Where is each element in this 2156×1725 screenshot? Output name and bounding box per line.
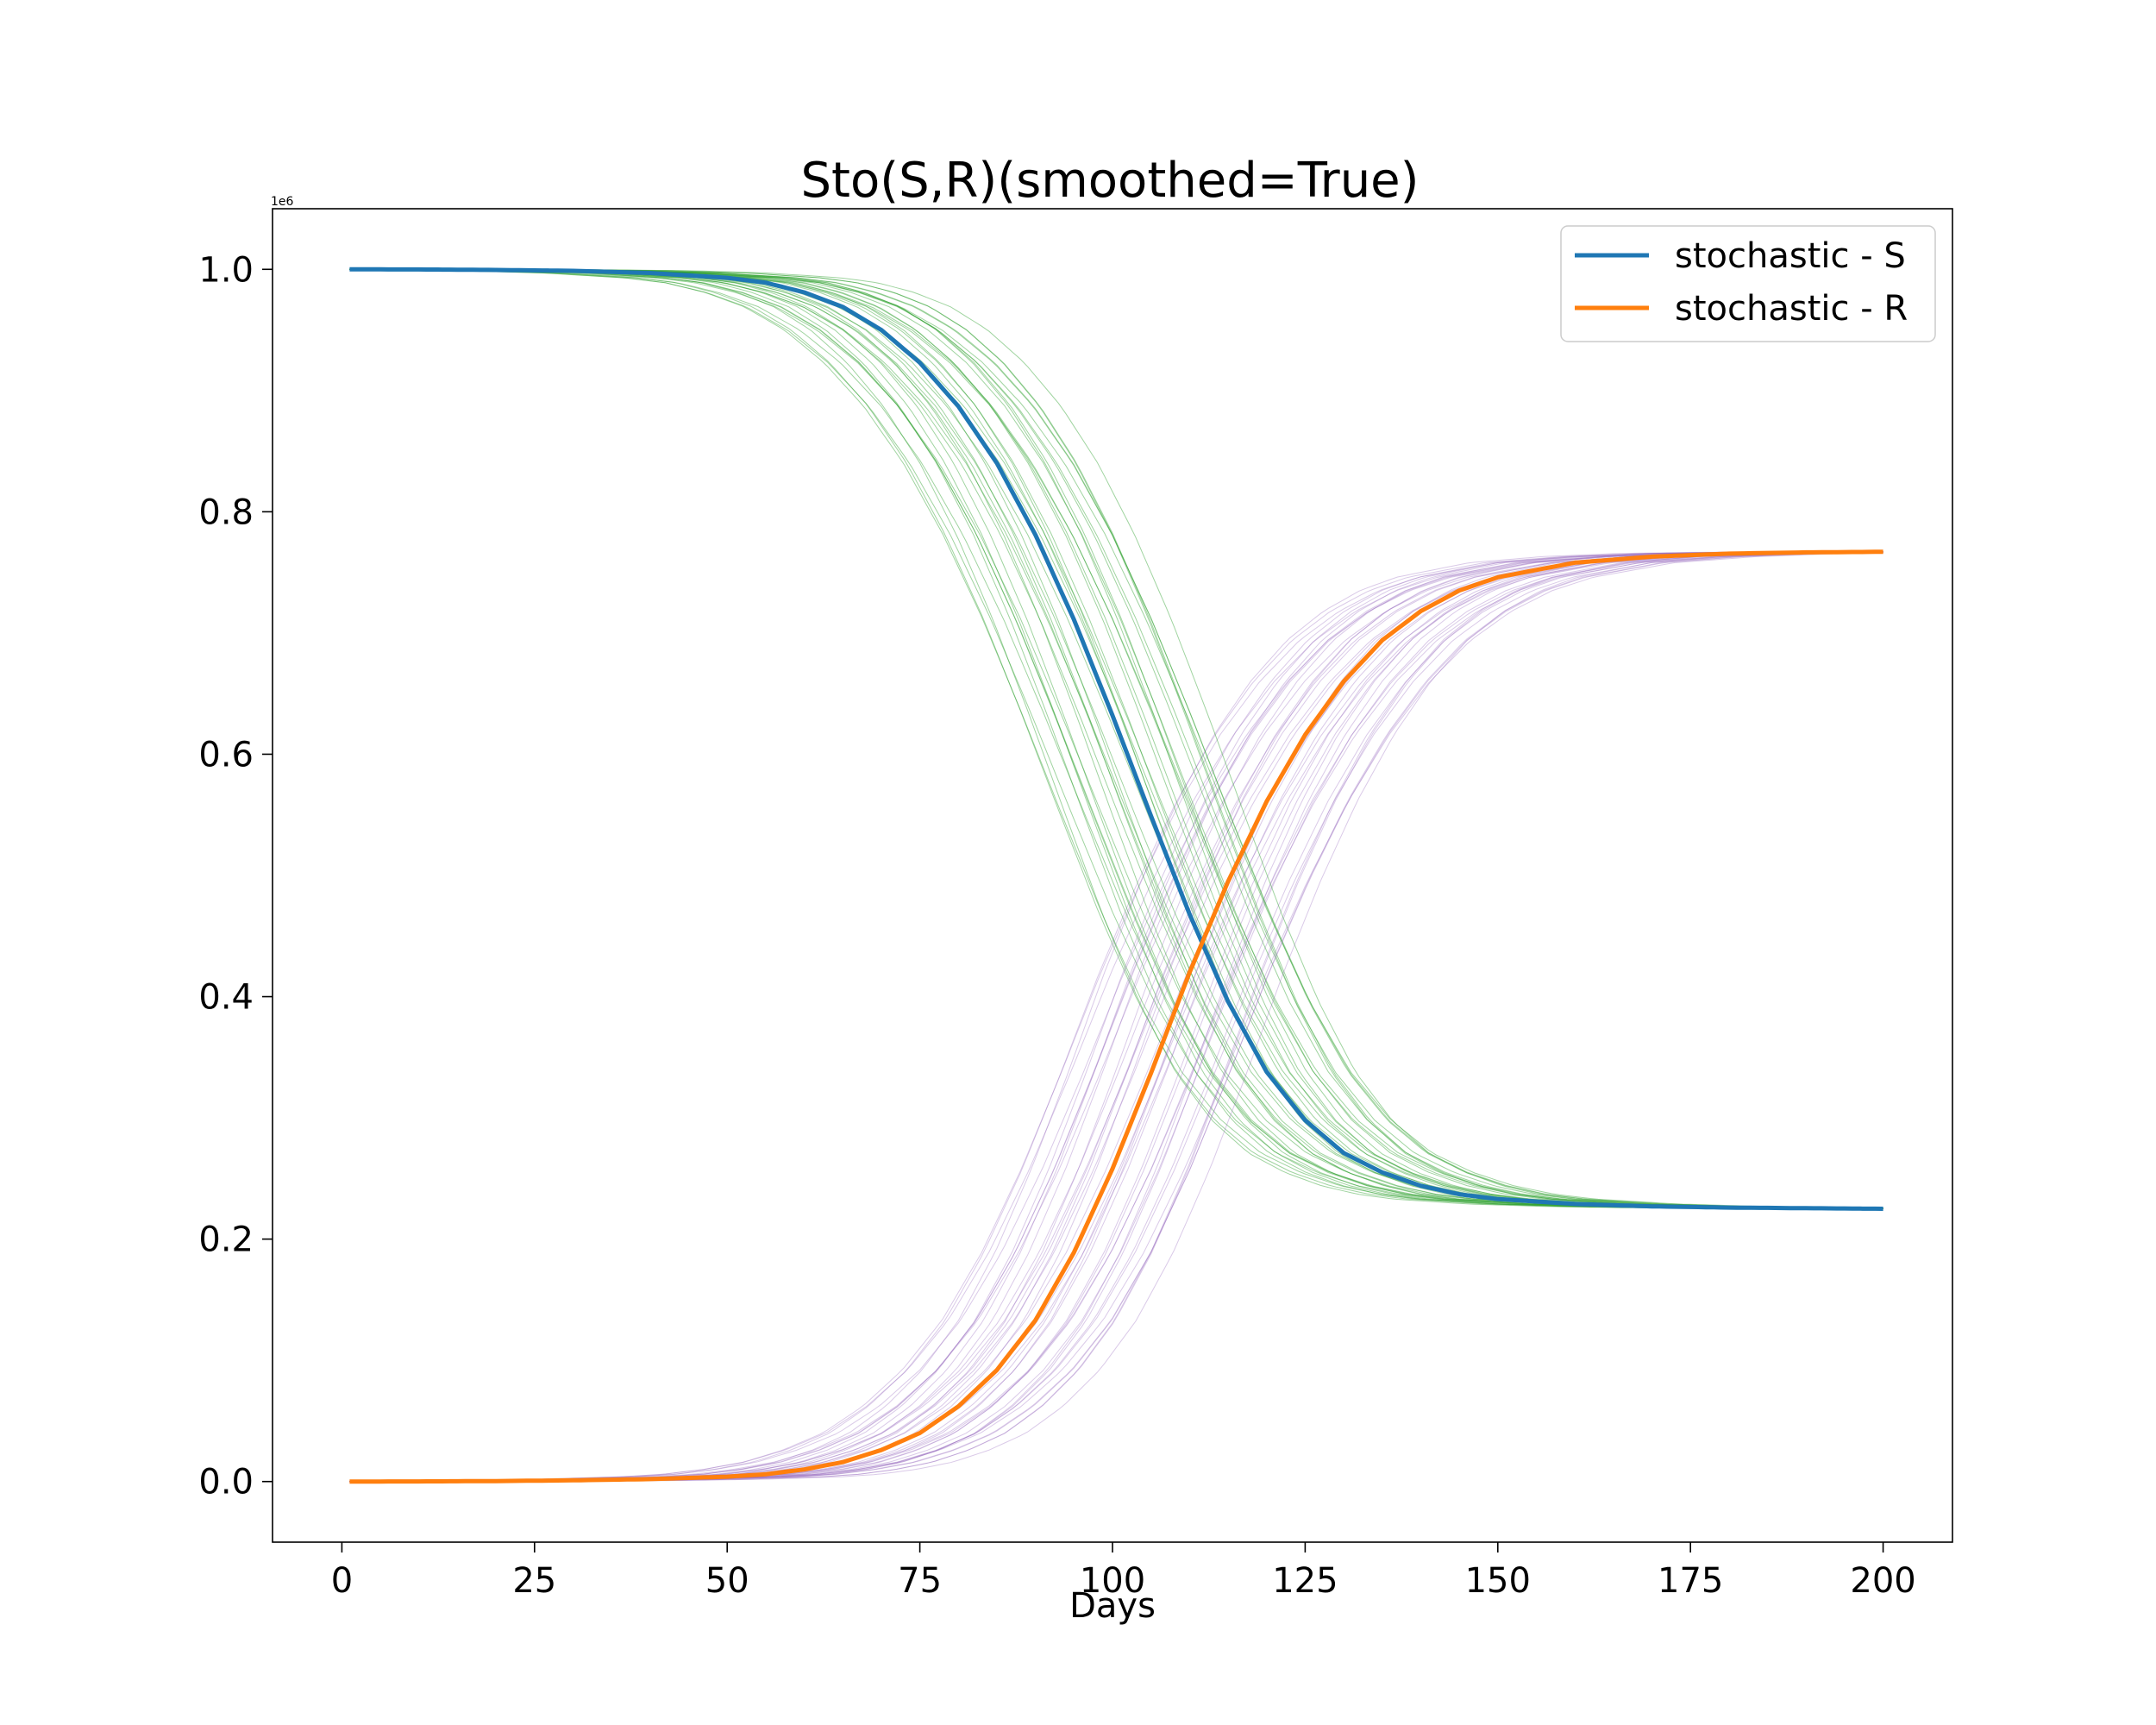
series-line-s bbox=[349, 267, 1883, 1211]
x-axis-label: Days bbox=[1069, 1586, 1156, 1626]
x-tick-label: 50 bbox=[705, 1561, 749, 1601]
ensemble-run-s bbox=[349, 268, 1883, 1209]
ensemble-run-r bbox=[349, 551, 1883, 1482]
legend-label-s: stochastic - S bbox=[1675, 236, 1906, 276]
ensemble-run-r bbox=[349, 551, 1883, 1482]
y-tick-label: 0.0 bbox=[198, 1463, 254, 1502]
ensemble-run-s bbox=[349, 268, 1883, 1209]
series-layer bbox=[349, 267, 1883, 1484]
ensemble-run-s bbox=[349, 268, 1883, 1209]
ensemble-run-s bbox=[349, 268, 1883, 1209]
ensemble-run-s bbox=[349, 268, 1883, 1209]
legend-frame bbox=[1560, 225, 1936, 342]
ensemble-runs bbox=[349, 268, 1883, 1483]
legend-label-r: stochastic - R bbox=[1675, 289, 1908, 329]
ensemble-run-r bbox=[349, 551, 1883, 1482]
y-tick-label: 0.8 bbox=[198, 492, 254, 532]
x-tick-label: 75 bbox=[898, 1561, 942, 1601]
y-tick-label: 0.4 bbox=[198, 978, 254, 1018]
ensemble-run-s bbox=[349, 268, 1883, 1209]
ensemble-run-s bbox=[349, 268, 1883, 1208]
ensemble-run-s bbox=[349, 268, 1883, 1209]
x-tick-label: 125 bbox=[1272, 1561, 1338, 1601]
x-tick-label: 200 bbox=[1850, 1561, 1915, 1601]
chart-title: Sto(S,R)(smoothed=True) bbox=[801, 153, 1420, 209]
ensemble-run-s bbox=[349, 268, 1883, 1209]
x-tick-label: 150 bbox=[1465, 1561, 1531, 1601]
ensemble-run-r bbox=[349, 551, 1883, 1482]
ensemble-run-s bbox=[349, 268, 1883, 1209]
x-tick-label: 100 bbox=[1080, 1561, 1145, 1601]
x-tick-label: 0 bbox=[331, 1561, 353, 1601]
ensemble-run-s bbox=[349, 268, 1883, 1209]
y-axis: 0.0 0.2 0.4 0.6 0.8 1.0 bbox=[198, 250, 273, 1502]
y-offset-label: 1e6 bbox=[271, 195, 294, 209]
y-tick-label: 1.0 bbox=[198, 250, 254, 290]
ensemble-run-s bbox=[349, 268, 1883, 1209]
y-tick-label: 0.6 bbox=[198, 735, 254, 775]
plot-frame bbox=[272, 208, 1953, 1543]
ensemble-run-s bbox=[349, 268, 1883, 1209]
y-tick-label: 0.2 bbox=[198, 1220, 254, 1260]
ensemble-run-s bbox=[349, 268, 1883, 1209]
x-axis: 0 25 50 75 100 125 150 175 200 bbox=[331, 1542, 1916, 1601]
ensemble-run-s bbox=[349, 268, 1883, 1209]
series-line-r bbox=[349, 549, 1883, 1484]
legend: stochastic - S stochastic - R bbox=[1560, 225, 1936, 342]
x-tick-label: 25 bbox=[512, 1561, 556, 1601]
x-tick-label: 175 bbox=[1658, 1561, 1723, 1601]
